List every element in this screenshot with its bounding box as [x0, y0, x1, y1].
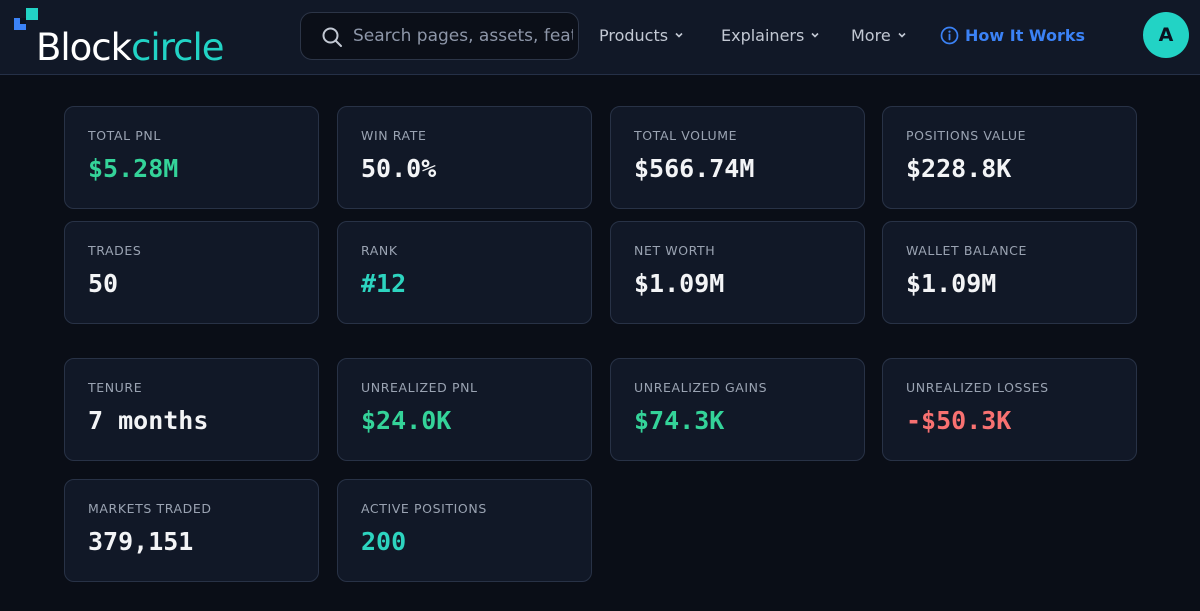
stat-card-unrealized-gains: UNREALIZED GAINS $74.3K	[610, 358, 865, 461]
stat-value: $1.09M	[634, 269, 725, 298]
chevron-down-icon	[675, 32, 683, 38]
chevron-down-icon	[898, 32, 906, 38]
nav-more-label: More	[851, 26, 891, 45]
stat-value: 50	[88, 269, 119, 298]
search-input[interactable]	[353, 13, 573, 59]
stat-card-markets-traded: MARKETS TRADED 379,151	[64, 479, 319, 582]
stat-label: TRADES	[88, 243, 142, 258]
logo-mark-icon	[14, 8, 38, 30]
stat-card-unrealized-pnl: UNREALIZED PNL $24.0K	[337, 358, 592, 461]
stat-label: UNREALIZED PNL	[361, 380, 478, 395]
stat-value: 50.0%	[361, 154, 437, 183]
stat-value: $24.0K	[361, 406, 452, 435]
stat-card-wallet-balance: WALLET BALANCE $1.09M	[882, 221, 1137, 324]
how-it-works-label: How It Works	[965, 26, 1086, 45]
stat-card-trades: TRADES 50	[64, 221, 319, 324]
stat-card-unrealized-losses: UNREALIZED LOSSES -$50.3K	[882, 358, 1137, 461]
stat-label: MARKETS TRADED	[88, 501, 212, 516]
stat-card-tenure: TENURE 7 months	[64, 358, 319, 461]
nav-products[interactable]: Products	[599, 24, 684, 48]
nav-products-label: Products	[599, 26, 669, 45]
top-navbar: Blockcircle Products Explainers More How…	[0, 0, 1200, 75]
user-avatar[interactable]: A	[1143, 12, 1189, 58]
stat-value: $74.3K	[634, 406, 725, 435]
stat-value: #12	[361, 269, 407, 298]
stat-value: $1.09M	[906, 269, 997, 298]
stat-label: TOTAL PNL	[88, 128, 161, 143]
stat-card-active-positions: ACTIVE POSITIONS 200	[337, 479, 592, 582]
stat-card-rank: RANK #12	[337, 221, 592, 324]
stat-card-total-volume: TOTAL VOLUME $566.74M	[610, 106, 865, 209]
chevron-down-icon	[811, 32, 819, 38]
search-box[interactable]	[300, 12, 579, 60]
stat-label: TENURE	[88, 380, 143, 395]
stat-label: WALLET BALANCE	[906, 243, 1027, 258]
how-it-works-link[interactable]: How It Works	[940, 24, 1085, 48]
stat-card-positions-value: POSITIONS VALUE $228.8K	[882, 106, 1137, 209]
stat-card-total-pnl: TOTAL PNL $5.28M	[64, 106, 319, 209]
stat-card-net-worth: NET WORTH $1.09M	[610, 221, 865, 324]
info-icon	[940, 26, 959, 45]
stat-value: 7 months	[88, 406, 209, 435]
stat-card-win-rate: WIN RATE 50.0%	[337, 106, 592, 209]
logo-word-circle: circle	[131, 26, 224, 69]
stat-value: 200	[361, 527, 407, 556]
stat-value: 379,151	[88, 527, 194, 556]
stat-label: POSITIONS VALUE	[906, 128, 1027, 143]
stat-value: $228.8K	[906, 154, 1012, 183]
nav-explainers[interactable]: Explainers	[721, 24, 820, 48]
stat-label: ACTIVE POSITIONS	[361, 501, 487, 516]
logo-wordmark: Blockcircle	[36, 26, 225, 70]
stat-label: NET WORTH	[634, 243, 716, 258]
stat-value: $5.28M	[88, 154, 179, 183]
nav-explainers-label: Explainers	[721, 26, 805, 45]
stat-label: WIN RATE	[361, 128, 427, 143]
stat-label: UNREALIZED GAINS	[634, 380, 768, 395]
stat-label: TOTAL VOLUME	[634, 128, 738, 143]
stat-label: RANK	[361, 243, 398, 258]
stat-label: UNREALIZED LOSSES	[906, 380, 1049, 395]
stat-value: -$50.3K	[906, 406, 1012, 435]
blockcircle-logo[interactable]: Blockcircle	[14, 8, 244, 70]
logo-word-block: Block	[36, 26, 132, 69]
nav-more[interactable]: More	[851, 24, 907, 48]
stat-value: $566.74M	[634, 154, 755, 183]
search-icon	[322, 27, 342, 47]
